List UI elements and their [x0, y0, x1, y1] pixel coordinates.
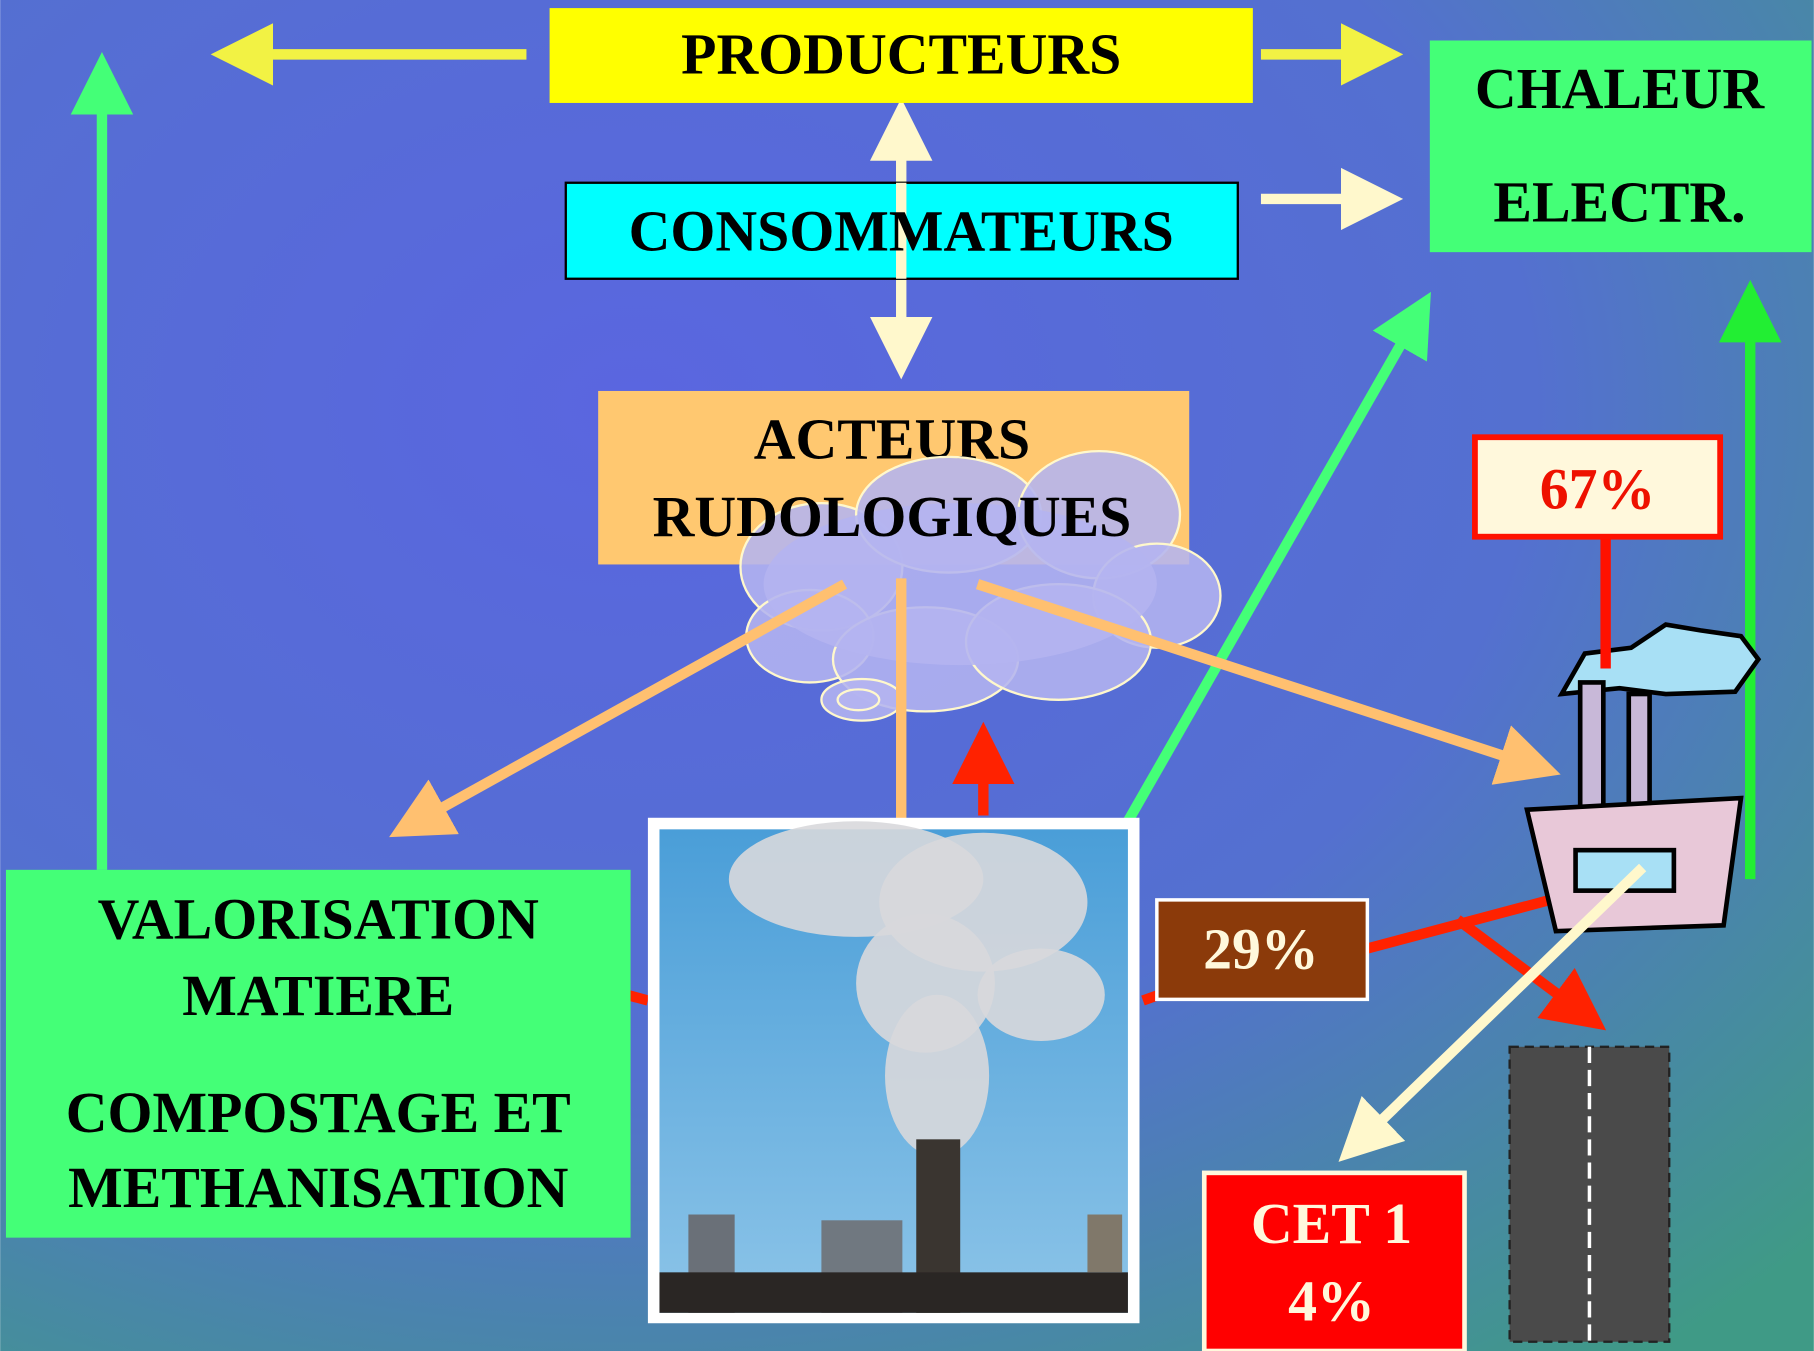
diagram: PRODUCTEURS CHALEUR ELECTR. CONSOMMATEUR…	[0, 0, 1814, 1351]
valorisation-label: VALORISATION	[98, 887, 539, 952]
residue-label: 29%	[1203, 917, 1319, 982]
road	[1510, 1047, 1670, 1342]
incineration-label: 67%	[1540, 456, 1656, 521]
valorisation-label: MATIERE	[182, 963, 454, 1028]
cet-label: CET 1	[1251, 1191, 1412, 1256]
cet-label: 4%	[1288, 1268, 1375, 1333]
valorisation-label: METHANISATION	[68, 1155, 568, 1220]
acteurs-label: RUDOLOGIQUES	[653, 484, 1132, 549]
photo	[648, 818, 1140, 1323]
consommateurs-label: CONSOMMATEURS	[629, 198, 1174, 263]
output-label: ELECTR.	[1493, 169, 1745, 234]
valorisation-label: COMPOSTAGE ET	[66, 1080, 571, 1145]
producteurs-label: PRODUCTEURS	[681, 21, 1121, 86]
output-label: CHALEUR	[1475, 56, 1765, 121]
